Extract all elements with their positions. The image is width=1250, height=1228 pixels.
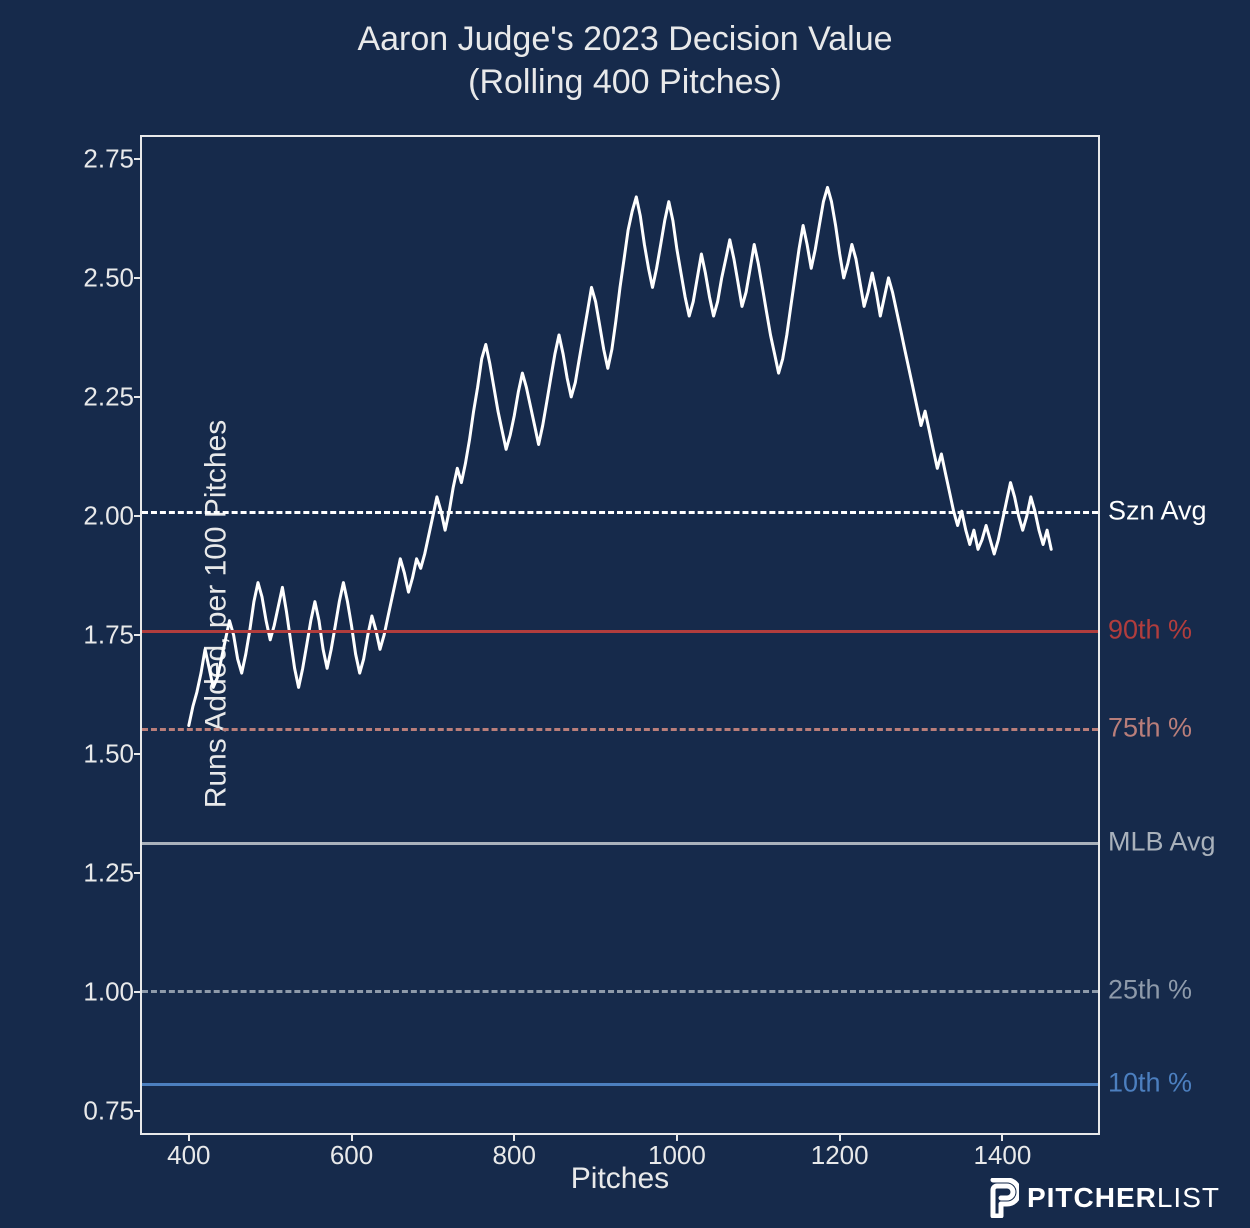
reference-line <box>142 511 1098 514</box>
x-tick-label: 600 <box>330 1140 373 1171</box>
y-tick-label: 1.75 <box>64 620 134 651</box>
x-tick-mark <box>513 1135 515 1141</box>
x-tick-mark <box>188 1135 190 1141</box>
y-tick-label: 0.75 <box>64 1096 134 1127</box>
brand-text-light: LIST <box>1157 1182 1220 1213</box>
reference-line <box>142 728 1098 731</box>
y-tick-mark <box>134 753 140 755</box>
y-tick-mark <box>134 991 140 993</box>
y-tick-mark <box>134 634 140 636</box>
brand-p-icon <box>987 1178 1019 1218</box>
x-tick-label: 1000 <box>648 1140 706 1171</box>
x-tick-label: 1400 <box>973 1140 1031 1171</box>
reference-line <box>142 630 1098 633</box>
x-tick-mark <box>676 1135 678 1141</box>
brand-logo: PITCHERLIST <box>987 1178 1220 1218</box>
x-axis-label: Pitches <box>140 1162 1100 1196</box>
chart-title: Aaron Judge's 2023 Decision Value (Rolli… <box>0 18 1250 103</box>
chart-container: Aaron Judge's 2023 Decision Value (Rolli… <box>0 0 1250 1228</box>
reference-line <box>142 990 1098 993</box>
x-tick-label: 400 <box>167 1140 210 1171</box>
y-tick-label: 2.00 <box>64 500 134 531</box>
x-tick-mark <box>351 1135 353 1141</box>
reference-line-label: MLB Avg <box>1108 827 1216 858</box>
y-tick-mark <box>134 872 140 874</box>
y-tick-mark <box>134 158 140 160</box>
y-tick-mark <box>134 277 140 279</box>
x-tick-mark <box>1001 1135 1003 1141</box>
series-line <box>189 187 1051 725</box>
y-tick-label: 1.50 <box>64 739 134 770</box>
title-line-2: (Rolling 400 Pitches) <box>468 63 782 101</box>
series-svg <box>140 135 1100 1135</box>
reference-line-label: Szn Avg <box>1108 496 1207 527</box>
reference-line-label: 75th % <box>1108 712 1192 743</box>
y-tick-label: 1.25 <box>64 858 134 889</box>
y-tick-label: 2.50 <box>64 262 134 293</box>
x-tick-label: 1200 <box>811 1140 869 1171</box>
reference-line <box>142 842 1098 845</box>
reference-line-label: 10th % <box>1108 1067 1192 1098</box>
x-tick-label: 800 <box>493 1140 536 1171</box>
y-tick-mark <box>134 1110 140 1112</box>
title-line-1: Aaron Judge's 2023 Decision Value <box>357 20 892 58</box>
y-tick-mark <box>134 515 140 517</box>
y-tick-label: 2.75 <box>64 143 134 174</box>
y-tick-mark <box>134 396 140 398</box>
reference-line-label: 25th % <box>1108 974 1192 1005</box>
reference-line-label: 90th % <box>1108 615 1192 646</box>
y-tick-label: 1.00 <box>64 977 134 1008</box>
y-tick-label: 2.25 <box>64 381 134 412</box>
reference-line <box>142 1083 1098 1086</box>
brand-text-bold: PITCHER <box>1027 1182 1157 1213</box>
x-tick-mark <box>839 1135 841 1141</box>
